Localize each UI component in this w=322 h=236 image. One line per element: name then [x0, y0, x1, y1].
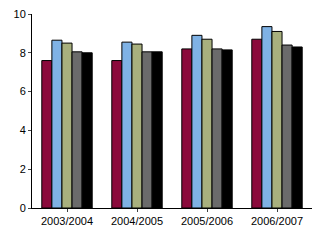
svg-text:2003/2004: 2003/2004 — [41, 215, 93, 227]
svg-text:6: 6 — [20, 85, 26, 97]
svg-text:4: 4 — [20, 124, 26, 136]
svg-text:10: 10 — [14, 8, 26, 20]
svg-text:0: 0 — [20, 202, 26, 214]
svg-text:2004/2005: 2004/2005 — [111, 215, 163, 227]
svg-text:2: 2 — [20, 163, 26, 175]
svg-text:2005/2006: 2005/2006 — [181, 215, 233, 227]
svg-text:2006/2007: 2006/2007 — [251, 215, 303, 227]
svg-text:8: 8 — [20, 47, 26, 59]
